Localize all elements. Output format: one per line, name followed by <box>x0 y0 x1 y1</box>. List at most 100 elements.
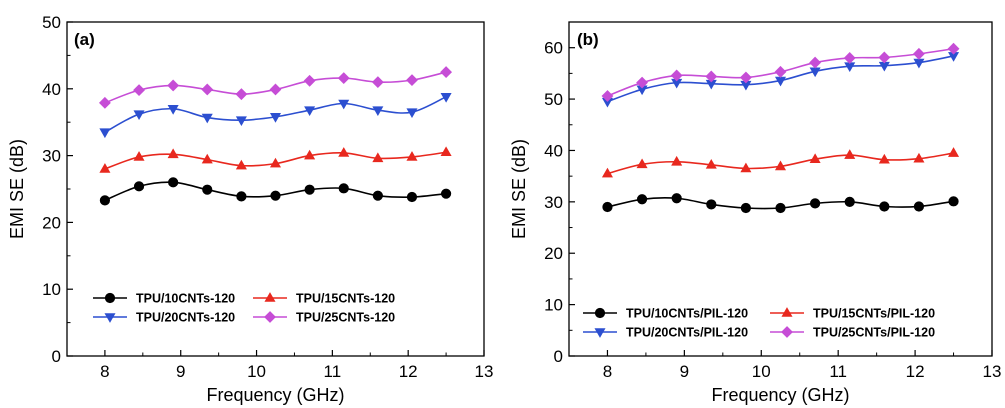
data-point <box>843 52 856 64</box>
data-point <box>304 106 316 117</box>
x-tick-label: 12 <box>399 362 418 381</box>
data-point <box>774 160 787 171</box>
data-point <box>705 70 718 83</box>
legend-item: TPU/15CNTs-120 <box>253 292 395 306</box>
data-point <box>809 153 821 163</box>
x-tick-label: 8 <box>100 362 109 381</box>
data-point <box>636 158 648 169</box>
x-tick-label: 8 <box>603 362 612 381</box>
data-point <box>167 79 180 92</box>
data-point <box>133 151 145 161</box>
series-3 <box>98 66 453 109</box>
y-tick-label: 40 <box>544 141 563 160</box>
legend-marker <box>781 326 793 338</box>
x-tick-label: 13 <box>983 362 1002 381</box>
y-tick-label: 50 <box>42 13 61 32</box>
x-tick-label: 9 <box>680 362 689 381</box>
data-point <box>809 56 822 69</box>
data-point <box>440 93 452 103</box>
data-point <box>167 148 179 159</box>
data-point <box>99 128 111 139</box>
y-tick-label: 40 <box>42 80 61 99</box>
legend-marker <box>264 292 276 302</box>
series-2 <box>99 93 452 139</box>
data-point <box>269 83 282 96</box>
data-point <box>705 158 717 169</box>
series-0 <box>99 177 452 206</box>
data-point <box>270 190 281 201</box>
y-axis-label: EMI SE (dB) <box>7 139 27 239</box>
panel-label: (b) <box>577 30 599 49</box>
legend-item: TPU/20CNTs-120 <box>93 311 235 325</box>
data-point <box>235 88 248 101</box>
data-point <box>671 155 683 166</box>
data-point <box>440 146 452 157</box>
data-point <box>913 152 925 163</box>
data-point <box>440 188 452 199</box>
legend-label: TPU/10CNTs/PIL-120 <box>626 307 748 321</box>
data-point <box>740 162 752 173</box>
data-point <box>671 193 682 204</box>
data-point <box>372 106 384 117</box>
data-point <box>304 149 316 160</box>
series-3 <box>601 42 960 102</box>
legend-marker <box>594 307 606 319</box>
chart-panel-a: 8 9 10 11 12 13 0 10 20 30 40 50 Frequency (GHz) EMI … <box>7 13 493 405</box>
x-tick-label: 12 <box>906 362 925 381</box>
data-point <box>372 152 384 163</box>
data-point <box>601 90 614 102</box>
x-tick-label: 10 <box>247 362 266 381</box>
data-point <box>947 42 960 55</box>
data-point <box>235 116 247 127</box>
data-point <box>269 157 282 168</box>
x-tick-label: 10 <box>752 362 771 381</box>
legend-label: TPU/20CNTs-120 <box>136 311 235 325</box>
data-point <box>948 147 960 157</box>
legend-item: TPU/20CNTs/PIL-120 <box>583 326 748 340</box>
x-tick-label: 13 <box>475 362 494 381</box>
data-point <box>879 201 890 212</box>
data-point <box>810 198 821 209</box>
legend: TPU/10CNTs-120 TPU/15CNTs-120 TPU/20CNTs-1… <box>93 292 395 325</box>
data-point <box>133 84 145 97</box>
legend-item: TPU/25CNTs-120 <box>253 311 395 325</box>
legend-marker <box>264 311 276 323</box>
data-point <box>406 108 418 119</box>
y-axis-label: EMI SE (dB) <box>509 139 529 239</box>
data-point <box>406 191 418 203</box>
data-point <box>844 196 855 207</box>
legend-item: TPU/25CNTs/PIL-120 <box>770 326 935 340</box>
panel-label: (a) <box>74 30 95 49</box>
legend-item: TPU/15CNTs/PIL-120 <box>770 307 935 321</box>
data-point <box>636 194 648 205</box>
data-point <box>371 76 384 89</box>
legend-label: TPU/25CNTs-120 <box>296 311 395 325</box>
y-tick-label: 20 <box>544 244 563 263</box>
data-point <box>236 191 247 202</box>
plot-frame <box>568 21 993 357</box>
y-tick-label: 60 <box>544 39 563 58</box>
data-point <box>202 184 213 195</box>
data-point <box>602 201 613 213</box>
data-point <box>201 153 213 164</box>
data-point <box>98 96 111 109</box>
data-point <box>338 183 349 194</box>
data-point <box>337 72 350 85</box>
data-point <box>601 167 613 178</box>
data-point <box>739 71 752 84</box>
data-point <box>201 113 213 124</box>
data-point <box>913 201 925 212</box>
y-tick-label: 30 <box>544 193 563 212</box>
data-point <box>304 184 315 195</box>
data-point <box>913 47 925 60</box>
x-axis-label: Frequency (GHz) <box>711 385 849 405</box>
y-tick-label: 0 <box>554 347 563 366</box>
data-point <box>133 181 145 192</box>
data-point <box>303 74 316 87</box>
legend-marker <box>104 313 116 323</box>
y-tick-label: 30 <box>42 147 61 166</box>
y-tick-label: 20 <box>42 213 61 232</box>
data-point <box>706 199 717 210</box>
y-tick-label: 0 <box>52 347 61 366</box>
